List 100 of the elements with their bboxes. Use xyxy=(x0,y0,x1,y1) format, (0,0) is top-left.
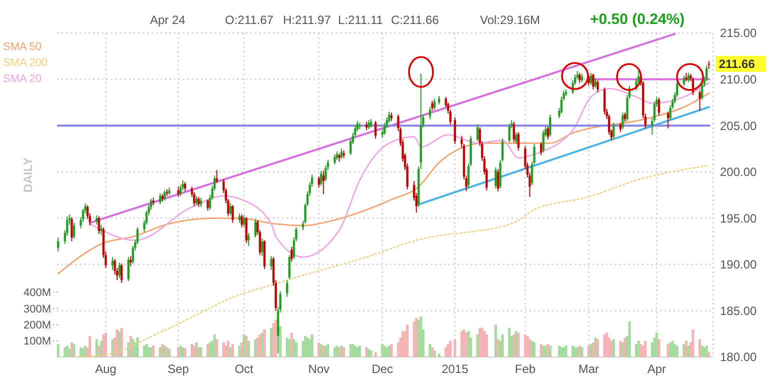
y-tick-label: 210.00 xyxy=(720,72,758,86)
candlestick xyxy=(594,78,597,88)
candlestick xyxy=(619,122,622,133)
y-tick-label: 185.00 xyxy=(720,304,758,318)
candlestick xyxy=(232,204,234,224)
candlestick xyxy=(658,97,660,116)
bar xyxy=(692,329,694,357)
bar xyxy=(462,329,466,357)
candlestick xyxy=(70,216,73,242)
candlestick xyxy=(454,116,456,145)
candlestick xyxy=(578,72,581,84)
x-tick-label: Oct xyxy=(234,362,254,376)
y-tick-label: 180.00 xyxy=(720,350,758,364)
bar xyxy=(370,350,372,357)
bar xyxy=(104,332,108,357)
bar xyxy=(708,352,710,357)
candlestick xyxy=(496,168,500,192)
candlestick xyxy=(320,170,322,186)
candlestick xyxy=(111,256,114,270)
candlestick xyxy=(428,106,432,120)
candlestick xyxy=(517,132,520,152)
candlestick xyxy=(96,214,98,226)
bar xyxy=(594,338,597,357)
candlestick xyxy=(195,195,198,206)
candlestick xyxy=(57,237,60,252)
bar xyxy=(142,346,146,357)
bar xyxy=(166,347,168,357)
bar xyxy=(496,339,500,357)
text: C:211.66 xyxy=(391,13,440,27)
x-tick-label: Nov xyxy=(308,362,330,376)
bar xyxy=(338,347,341,357)
y-tick-label: 200.00 xyxy=(720,165,758,180)
bar xyxy=(628,321,631,357)
candlestick xyxy=(164,190,166,202)
candlestick xyxy=(245,216,248,244)
bar xyxy=(247,340,250,357)
candlestick xyxy=(431,100,434,112)
bar xyxy=(272,322,275,357)
text: SMA 200 xyxy=(3,57,48,69)
candlestick xyxy=(476,124,479,142)
x-tick-label: Feb xyxy=(514,362,536,376)
bar xyxy=(274,320,278,357)
text: Vol:29.16M xyxy=(480,13,540,27)
bar xyxy=(208,342,212,357)
bar xyxy=(687,346,690,357)
y2-tick-label: 300M xyxy=(23,303,51,316)
candlestick xyxy=(612,122,615,140)
candlestick xyxy=(159,192,162,205)
candlestick xyxy=(512,121,515,143)
bar xyxy=(512,334,516,357)
bar xyxy=(56,344,60,357)
bar xyxy=(102,334,105,357)
bar xyxy=(501,334,504,357)
bar xyxy=(406,324,409,357)
bar xyxy=(72,344,76,357)
bar xyxy=(624,338,626,357)
bar xyxy=(245,336,248,357)
candlestick xyxy=(433,98,436,110)
bar xyxy=(390,344,393,357)
bar xyxy=(580,347,584,357)
bar xyxy=(449,340,452,357)
bar xyxy=(336,346,338,357)
bar xyxy=(342,347,346,357)
candlestick xyxy=(682,75,686,86)
line-series xyxy=(89,82,710,258)
x-tick-label: Sep xyxy=(168,362,190,376)
bar xyxy=(229,347,232,357)
bar xyxy=(564,346,568,357)
y-tick-label: 195.00 xyxy=(720,211,758,226)
candlestick xyxy=(596,80,599,93)
candlestick xyxy=(200,197,202,208)
bar xyxy=(294,342,298,357)
bar xyxy=(68,348,71,357)
bar xyxy=(428,344,432,357)
bar xyxy=(292,339,296,357)
candlestick xyxy=(540,142,542,156)
text: SMA 50 xyxy=(3,41,42,53)
line-series xyxy=(57,92,710,274)
y-tick-label: 215.00 xyxy=(720,26,758,40)
candlestick xyxy=(179,184,182,196)
bar xyxy=(467,331,470,357)
candlestick xyxy=(374,120,377,140)
bar xyxy=(530,340,534,357)
bar xyxy=(517,332,520,357)
candlestick xyxy=(100,224,102,236)
bar xyxy=(526,336,529,357)
candlestick xyxy=(388,111,390,124)
bar xyxy=(152,346,155,357)
candlestick xyxy=(130,256,132,267)
candlestick xyxy=(318,176,320,188)
candlestick xyxy=(72,222,76,240)
candlestick xyxy=(270,256,272,270)
candlestick xyxy=(98,216,100,234)
text: SMA 20 xyxy=(3,73,42,85)
candlestick xyxy=(515,132,518,145)
text: Apr 24 xyxy=(150,13,186,27)
bar xyxy=(365,347,368,357)
bar xyxy=(682,344,686,357)
bar xyxy=(216,339,218,357)
bar xyxy=(532,342,536,357)
